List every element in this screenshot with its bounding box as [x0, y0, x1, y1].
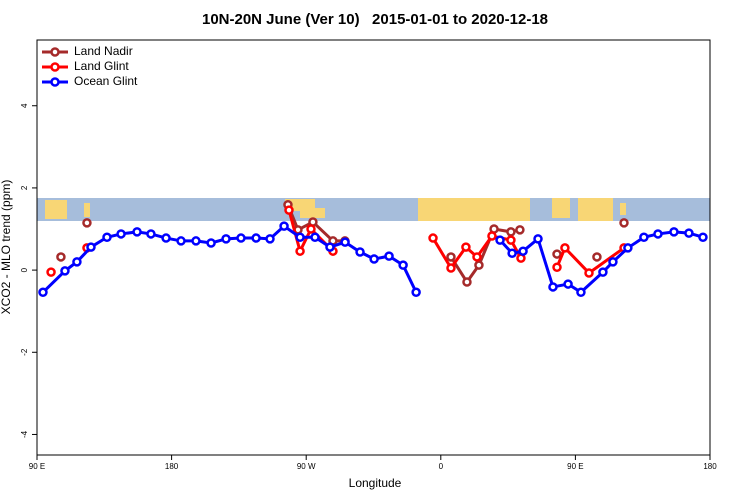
- point: [355, 247, 365, 257]
- point: [86, 242, 96, 252]
- point: [384, 251, 394, 261]
- y-tick-label: -4: [20, 430, 29, 438]
- point: [116, 229, 126, 239]
- land: [578, 198, 613, 221]
- point: [515, 225, 525, 235]
- point: [340, 237, 350, 247]
- point: [684, 228, 694, 238]
- land: [84, 203, 90, 217]
- point: [623, 243, 633, 253]
- point: [82, 218, 92, 228]
- point: [46, 267, 56, 277]
- point: [462, 277, 472, 287]
- point: [548, 282, 558, 292]
- point: [533, 234, 543, 244]
- x-axis-label: Longitude: [349, 476, 402, 490]
- point: [608, 257, 618, 267]
- ocean-band: [37, 198, 710, 221]
- point: [265, 234, 275, 244]
- point: [507, 248, 517, 259]
- point: [369, 254, 379, 264]
- point: [161, 233, 171, 243]
- point: [306, 224, 316, 234]
- point: [619, 218, 629, 228]
- legend-label: Ocean Glint: [74, 74, 138, 88]
- land: [418, 198, 530, 221]
- point: [495, 235, 505, 245]
- point: [279, 221, 289, 231]
- land: [620, 203, 626, 215]
- point: [592, 252, 602, 262]
- y-tick-label: 2: [20, 185, 29, 190]
- point: [191, 236, 201, 246]
- point: [472, 252, 482, 262]
- point: [146, 229, 156, 239]
- point: [176, 236, 186, 246]
- point: [221, 234, 231, 244]
- point: [72, 257, 82, 267]
- point: [398, 260, 408, 270]
- point: [295, 246, 305, 256]
- point: [506, 227, 516, 237]
- point: [584, 268, 594, 278]
- point: [563, 279, 573, 289]
- point: [461, 242, 471, 252]
- y-tick-label: -2: [20, 348, 29, 356]
- point: [325, 242, 335, 252]
- legend-label: Land Nadir: [74, 44, 133, 58]
- legend-label: Land Glint: [74, 59, 129, 73]
- land: [300, 208, 325, 218]
- x-tick-label: 0: [439, 462, 444, 471]
- legend-marker: [50, 47, 60, 57]
- x-tick-label: 90 E: [29, 462, 45, 471]
- point: [474, 260, 484, 270]
- y-axis-label: XCO2 - MLO trend (ppm): [0, 180, 13, 315]
- land: [45, 200, 67, 219]
- x-tick-label: 180: [165, 462, 179, 471]
- point: [698, 232, 708, 242]
- point: [295, 232, 305, 242]
- x-tick-label: 90 W: [297, 462, 316, 471]
- point: [560, 243, 570, 253]
- y-tick-label: 0: [20, 267, 29, 272]
- legend-marker: [50, 62, 60, 72]
- point: [284, 205, 294, 215]
- point: [206, 238, 216, 248]
- point: [56, 252, 66, 262]
- point: [598, 267, 608, 277]
- point: [552, 249, 562, 259]
- point: [446, 263, 456, 273]
- point: [446, 252, 456, 262]
- plot-frame: [36, 39, 711, 456]
- point: [251, 233, 261, 243]
- point: [552, 262, 562, 272]
- point: [506, 235, 516, 245]
- map-strip: [37, 198, 710, 221]
- point: [102, 232, 112, 242]
- point: [653, 229, 663, 239]
- point: [411, 287, 421, 298]
- point: [669, 227, 679, 237]
- x-tick-label: 90 E: [567, 462, 583, 471]
- point: [428, 233, 438, 243]
- legend-marker: [50, 77, 60, 87]
- point: [236, 233, 246, 243]
- y-tick-label: 4: [20, 103, 29, 108]
- land: [552, 198, 570, 218]
- point: [132, 227, 142, 237]
- x-tick-label: 180: [703, 462, 717, 471]
- point: [310, 232, 320, 242]
- chart-title: 10N-20N June (Ver 10) 2015-01-01 to 2020…: [202, 11, 548, 28]
- point: [639, 232, 649, 242]
- point: [487, 231, 497, 241]
- point: [60, 266, 70, 276]
- point: [518, 246, 528, 256]
- point: [576, 287, 586, 298]
- point: [38, 287, 48, 298]
